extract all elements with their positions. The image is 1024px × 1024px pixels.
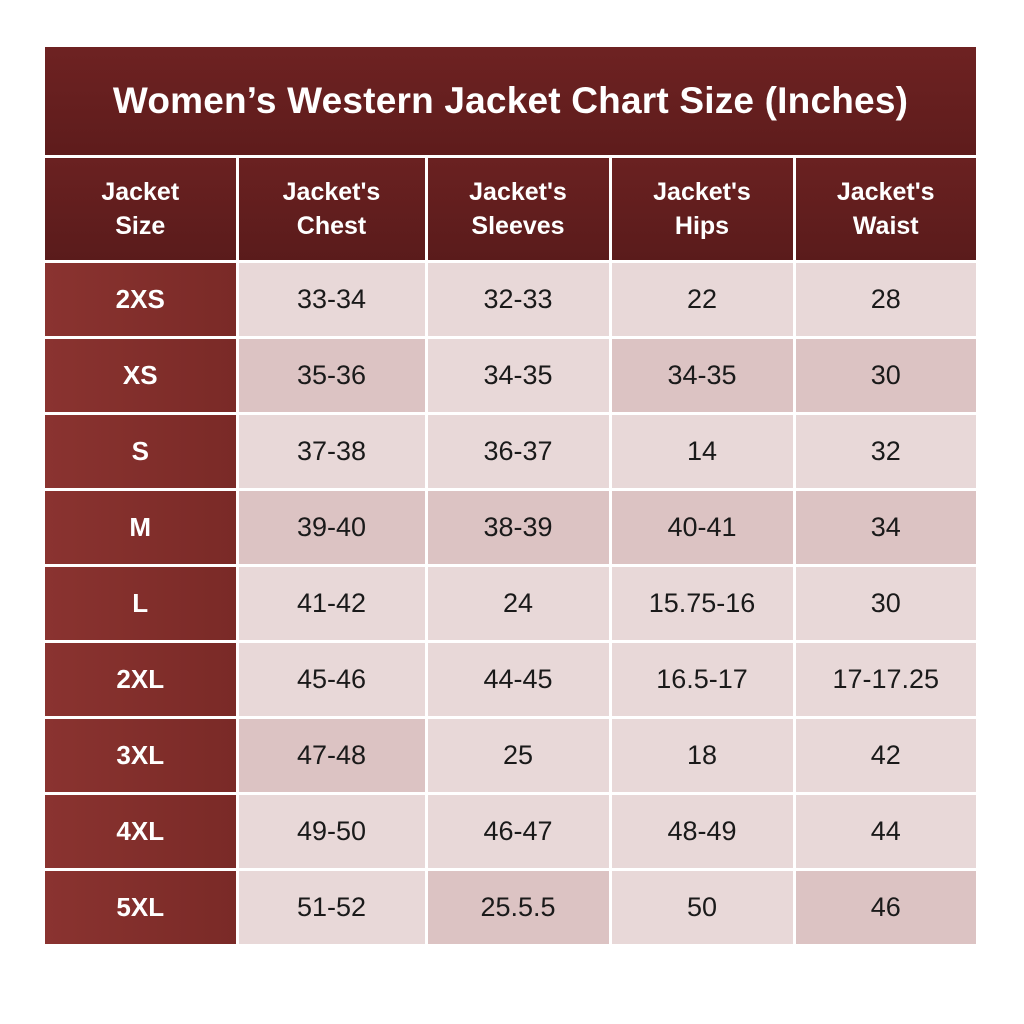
header-line: Jacket's bbox=[653, 178, 751, 206]
chest-cell: 39-40 bbox=[235, 488, 428, 567]
size-cell: 2XL bbox=[45, 640, 239, 719]
waist-cell: 44 bbox=[792, 792, 976, 871]
table-row: L 41-42 24 15.75-16 30 bbox=[45, 564, 976, 643]
sleeves-cell: 25.5.5 bbox=[424, 868, 612, 944]
header-row: Jacket Size Jacket's Chest Jacket's Slee… bbox=[45, 155, 976, 263]
waist-cell: 30 bbox=[792, 336, 976, 415]
sleeves-cell: 34-35 bbox=[424, 336, 612, 415]
chest-cell: 47-48 bbox=[235, 716, 428, 795]
chest-cell: 41-42 bbox=[235, 564, 428, 643]
table-row: 2XS 33-34 32-33 22 28 bbox=[45, 260, 976, 339]
size-cell: 3XL bbox=[45, 716, 239, 795]
sleeves-cell: 25 bbox=[424, 716, 612, 795]
waist-cell: 32 bbox=[792, 412, 976, 491]
waist-cell: 34 bbox=[792, 488, 976, 567]
size-cell: L bbox=[45, 564, 239, 643]
sleeves-cell: 24 bbox=[424, 564, 612, 643]
table-row: M 39-40 38-39 40-41 34 bbox=[45, 488, 976, 567]
size-cell: 4XL bbox=[45, 792, 239, 871]
hips-cell: 34-35 bbox=[608, 336, 796, 415]
waist-cell: 30 bbox=[792, 564, 976, 643]
chest-cell: 51-52 bbox=[235, 868, 428, 944]
header-line: Jacket's bbox=[469, 178, 567, 206]
header-jacket-size: Jacket Size bbox=[45, 155, 239, 263]
size-chart: Women’s Western Jacket Chart Size (Inche… bbox=[45, 47, 976, 973]
chest-cell: 49-50 bbox=[235, 792, 428, 871]
sleeves-cell: 38-39 bbox=[424, 488, 612, 567]
size-cell: M bbox=[45, 488, 239, 567]
table-row: XS 35-36 34-35 34-35 30 bbox=[45, 336, 976, 415]
header-hips: Jacket's Hips bbox=[608, 155, 796, 263]
chest-cell: 45-46 bbox=[235, 640, 428, 719]
header-line: Size bbox=[115, 212, 166, 240]
header-chest: Jacket's Chest bbox=[235, 155, 428, 263]
waist-cell: 28 bbox=[792, 260, 976, 339]
hips-cell: 50 bbox=[608, 868, 796, 944]
sleeves-cell: 46-47 bbox=[424, 792, 612, 871]
hips-cell: 14 bbox=[608, 412, 796, 491]
title-bar: Women’s Western Jacket Chart Size (Inche… bbox=[45, 47, 976, 155]
waist-cell: 17-17.25 bbox=[792, 640, 976, 719]
hips-cell: 16.5-17 bbox=[608, 640, 796, 719]
header-line: Jacket's bbox=[836, 178, 935, 206]
hips-cell: 15.75-16 bbox=[608, 564, 796, 643]
header-line: Jacket bbox=[101, 178, 180, 206]
hips-cell: 18 bbox=[608, 716, 796, 795]
sleeves-cell: 36-37 bbox=[424, 412, 612, 491]
header-waist: Jacket's Waist bbox=[792, 155, 976, 263]
sleeves-cell: 32-33 bbox=[424, 260, 612, 339]
header-line: Jacket's bbox=[282, 178, 381, 206]
chart-title: Women’s Western Jacket Chart Size (Inche… bbox=[112, 80, 909, 121]
size-table: Jacket Size Jacket's Chest Jacket's Slee… bbox=[45, 155, 976, 944]
size-cell: S bbox=[45, 412, 239, 491]
header-line: Hips bbox=[674, 212, 730, 240]
size-cell: 2XS bbox=[45, 260, 239, 339]
hips-cell: 48-49 bbox=[608, 792, 796, 871]
header-line: Waist bbox=[852, 212, 919, 240]
hips-cell: 40-41 bbox=[608, 488, 796, 567]
hips-cell: 22 bbox=[608, 260, 796, 339]
table-row: 3XL 47-48 25 18 42 bbox=[45, 716, 976, 795]
header-line: Chest bbox=[296, 212, 367, 240]
chest-cell: 35-36 bbox=[235, 336, 428, 415]
table-row: 2XL 45-46 44-45 16.5-17 17-17.25 bbox=[45, 640, 976, 719]
chest-cell: 33-34 bbox=[235, 260, 428, 339]
chest-cell: 37-38 bbox=[235, 412, 428, 491]
table-row: 5XL 51-52 25.5.5 50 46 bbox=[45, 868, 976, 944]
waist-cell: 46 bbox=[792, 868, 976, 944]
waist-cell: 42 bbox=[792, 716, 976, 795]
header-sleeves: Jacket's Sleeves bbox=[424, 155, 612, 263]
size-cell: XS bbox=[45, 336, 239, 415]
table-row: 4XL 49-50 46-47 48-49 44 bbox=[45, 792, 976, 871]
table-row: S 37-38 36-37 14 32 bbox=[45, 412, 976, 491]
header-line: Sleeves bbox=[471, 212, 565, 240]
sleeves-cell: 44-45 bbox=[424, 640, 612, 719]
size-cell: 5XL bbox=[45, 868, 239, 944]
